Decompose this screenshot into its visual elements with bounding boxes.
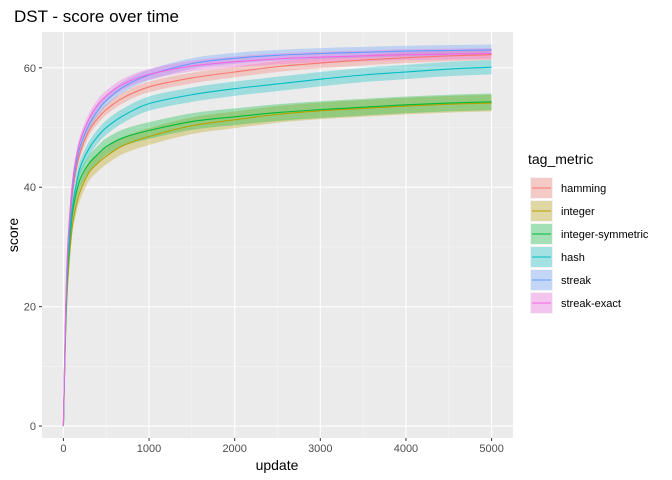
- x-tick-label: 4000: [394, 443, 418, 455]
- legend-label: integer-symmetric: [561, 229, 649, 241]
- legend-title: tag_metric: [528, 151, 593, 167]
- line-streak-exact: [62, 52, 492, 427]
- x-axis-label: update: [256, 457, 299, 473]
- y-axis-label: score: [5, 218, 21, 252]
- legend-item-integer: integer: [530, 200, 595, 222]
- legend-item-integer-symmetric: integer-symmetric: [530, 223, 649, 245]
- legend-label: integer: [561, 206, 595, 218]
- chart-title: DST - score over time: [14, 7, 179, 26]
- x-tick-label: 5000: [479, 443, 503, 455]
- y-tick-label: 60: [24, 63, 36, 75]
- legend-label: hamming: [561, 183, 606, 195]
- legend-item-streak: streak: [530, 269, 591, 291]
- legend-label: streak-exact: [561, 298, 621, 310]
- legend-item-hash: hash: [530, 246, 585, 268]
- series-lines: [62, 49, 492, 427]
- legend-item-streak-exact: streak-exact: [530, 292, 621, 314]
- y-tick-label: 20: [24, 302, 36, 314]
- y-tick-label: 40: [24, 182, 36, 194]
- legend-item-hamming: hamming: [530, 177, 606, 199]
- line-hash: [62, 66, 492, 427]
- x-tick-label: 3000: [308, 443, 332, 455]
- x-tick-label: 2000: [222, 443, 246, 455]
- x-tick-label: 1000: [137, 443, 161, 455]
- grid: [42, 32, 513, 438]
- line-integer: [62, 102, 492, 427]
- legend: tag_metric hamming integer integer-symmetr…: [528, 151, 649, 314]
- y-tick-label: 0: [30, 421, 36, 433]
- y-axis-ticks: 0 20 40 60: [24, 63, 42, 433]
- line-integer-symmetric: [62, 101, 492, 427]
- x-tick-label: 0: [60, 443, 66, 455]
- legend-label: streak: [561, 275, 591, 287]
- legend-label: hash: [561, 252, 585, 264]
- x-axis-ticks: 0 1000 2000 3000 4000 5000: [60, 438, 504, 455]
